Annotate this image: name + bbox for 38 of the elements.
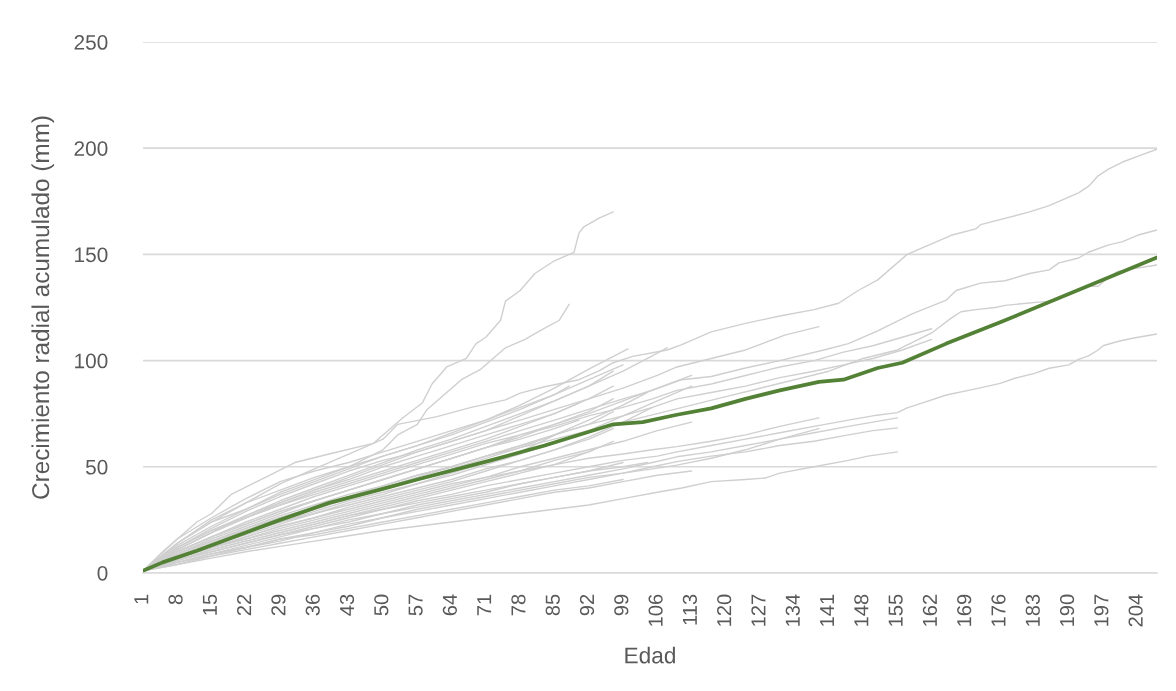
x-tick-label: 162 [922, 594, 938, 626]
x-tick-label: 106 [648, 594, 663, 626]
x-tick-label: 43 [339, 594, 355, 616]
x-tick-label: 50 [374, 594, 389, 616]
x-tick-label: 1 [134, 594, 149, 604]
x-tick-label: 29 [271, 594, 286, 616]
x-tick-label: 64 [442, 594, 457, 616]
x-tick-label: 148 [854, 594, 869, 626]
x-tick-label: 183 [1025, 594, 1040, 626]
x-tick-label: 127 [751, 594, 766, 626]
y-tick-label: 100 [75, 353, 108, 369]
x-tick-label: 57 [408, 594, 423, 616]
x-tick-label: 204 [1128, 594, 1143, 627]
y-tick-label: 250 [74, 35, 108, 50]
x-tick-label: 155 [888, 594, 903, 626]
x-axis-title: Edad [625, 646, 675, 664]
x-tick-label: 190 [1059, 594, 1075, 626]
x-tick-label: 99 [614, 594, 629, 616]
x-tick-label: 176 [991, 594, 1006, 626]
x-tick-label: 36 [305, 594, 320, 616]
x-tick-label: 197 [1094, 594, 1109, 626]
y-axis-title: Crecimiento radial acumulado (mm) [31, 116, 55, 499]
x-tick-label: 85 [545, 594, 560, 616]
x-tick-label: 15 [202, 594, 217, 615]
y-tick-label: 150 [75, 247, 108, 263]
x-tick-label: 113 [682, 594, 698, 625]
y-tick-label: 50 [85, 459, 108, 475]
y-tick-label: 0 [97, 565, 108, 581]
x-tick-label: 8 [168, 594, 183, 605]
y-tick-label: 200 [74, 141, 108, 156]
x-tick-label: 78 [511, 594, 526, 616]
x-tick-label: 22 [237, 594, 252, 616]
x-tick-label: 134 [785, 594, 800, 626]
x-tick-label: 71 [477, 594, 492, 616]
x-tick-label: 169 [957, 594, 972, 626]
x-tick-label: 141 [820, 594, 834, 626]
x-tick-label: 120 [717, 594, 732, 626]
x-tick-label: 92 [579, 594, 595, 616]
